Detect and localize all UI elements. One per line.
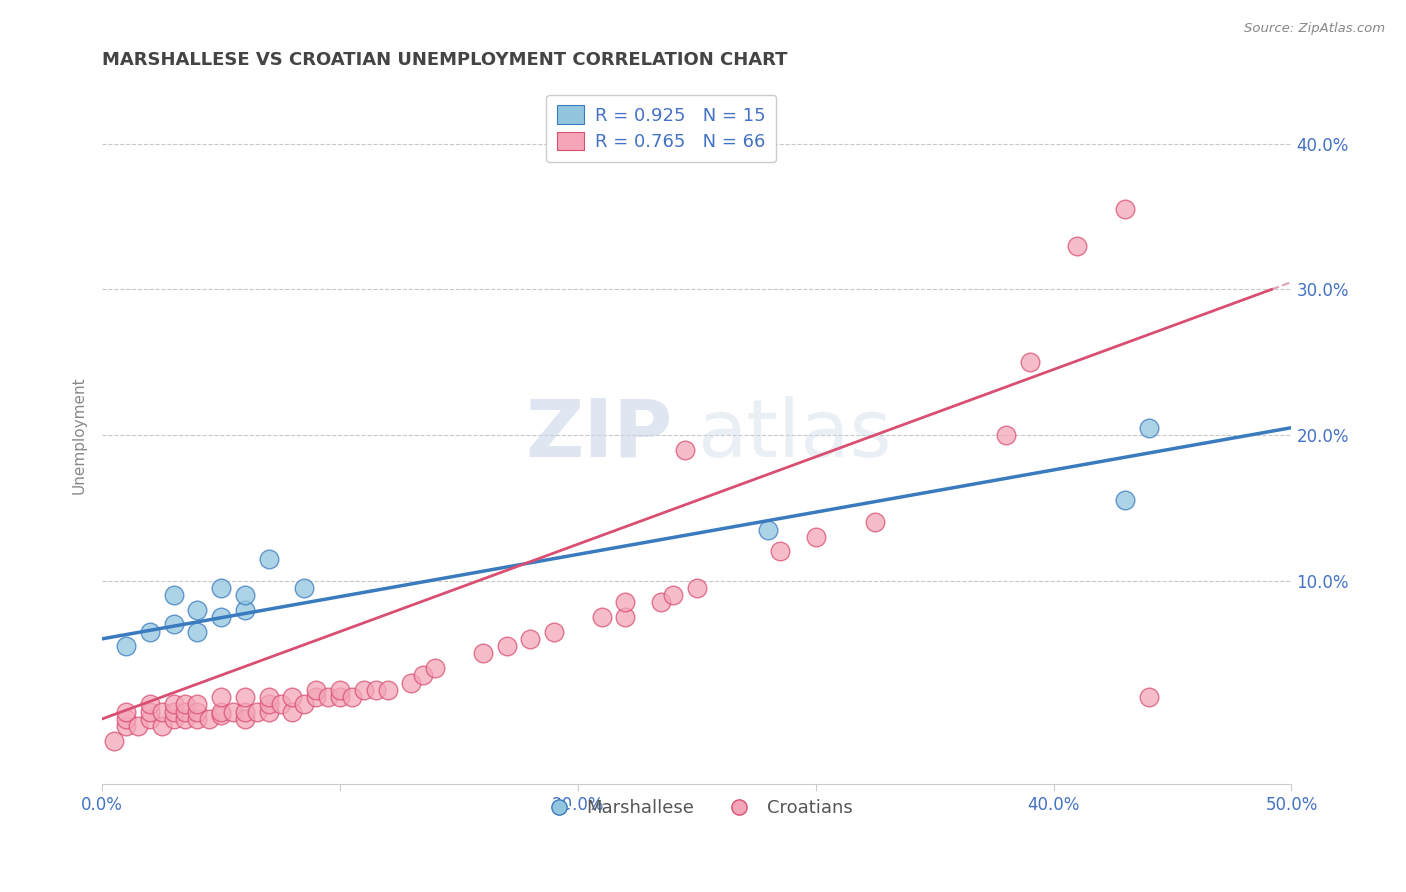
Point bbox=[591, 610, 613, 624]
Point bbox=[329, 682, 352, 697]
Y-axis label: Unemployment: Unemployment bbox=[72, 376, 86, 494]
Point bbox=[162, 588, 184, 602]
Point bbox=[673, 442, 696, 457]
Point bbox=[233, 588, 256, 602]
Point bbox=[150, 719, 173, 733]
Point bbox=[162, 712, 184, 726]
Point bbox=[257, 690, 280, 704]
Point bbox=[340, 690, 363, 704]
Point bbox=[115, 719, 138, 733]
Point bbox=[1114, 202, 1136, 217]
Point bbox=[305, 682, 328, 697]
Point bbox=[186, 698, 208, 712]
Point bbox=[222, 705, 245, 719]
Point bbox=[281, 690, 304, 704]
Point bbox=[662, 588, 685, 602]
Point bbox=[186, 712, 208, 726]
Point bbox=[471, 646, 494, 660]
Point bbox=[186, 603, 208, 617]
Point bbox=[270, 698, 292, 712]
Point bbox=[127, 719, 149, 733]
Point bbox=[305, 690, 328, 704]
Point bbox=[1018, 355, 1040, 369]
Point bbox=[103, 733, 125, 747]
Text: ZIP: ZIP bbox=[526, 396, 673, 474]
Point bbox=[686, 581, 709, 595]
Point bbox=[139, 624, 162, 639]
Point bbox=[246, 705, 269, 719]
Point bbox=[174, 705, 197, 719]
Point bbox=[1066, 238, 1088, 252]
Point bbox=[1137, 420, 1160, 434]
Point bbox=[756, 523, 779, 537]
Point bbox=[209, 707, 232, 722]
Point bbox=[233, 712, 256, 726]
Point bbox=[198, 712, 221, 726]
Text: Source: ZipAtlas.com: Source: ZipAtlas.com bbox=[1244, 22, 1385, 36]
Point bbox=[769, 544, 792, 558]
Point bbox=[209, 705, 232, 719]
Point bbox=[863, 516, 886, 530]
Point bbox=[1137, 690, 1160, 704]
Point bbox=[257, 705, 280, 719]
Point bbox=[174, 698, 197, 712]
Point bbox=[364, 682, 387, 697]
Point bbox=[150, 705, 173, 719]
Point bbox=[115, 705, 138, 719]
Point bbox=[233, 603, 256, 617]
Point bbox=[139, 712, 162, 726]
Point bbox=[995, 428, 1018, 442]
Point bbox=[257, 551, 280, 566]
Point bbox=[292, 698, 315, 712]
Point bbox=[316, 690, 339, 704]
Point bbox=[186, 705, 208, 719]
Point bbox=[401, 675, 423, 690]
Point bbox=[174, 712, 197, 726]
Point bbox=[162, 705, 184, 719]
Point bbox=[139, 698, 162, 712]
Point bbox=[139, 705, 162, 719]
Point bbox=[804, 530, 827, 544]
Text: MARSHALLESE VS CROATIAN UNEMPLOYMENT CORRELATION CHART: MARSHALLESE VS CROATIAN UNEMPLOYMENT COR… bbox=[103, 51, 787, 69]
Point bbox=[353, 682, 375, 697]
Point bbox=[209, 690, 232, 704]
Point bbox=[186, 624, 208, 639]
Legend: Marshallese, Croatians: Marshallese, Croatians bbox=[534, 792, 859, 824]
Point bbox=[377, 682, 399, 697]
Point bbox=[425, 661, 447, 675]
Point bbox=[209, 581, 232, 595]
Point bbox=[162, 698, 184, 712]
Text: atlas: atlas bbox=[697, 396, 891, 474]
Point bbox=[412, 668, 434, 682]
Point bbox=[162, 617, 184, 632]
Point bbox=[495, 639, 517, 653]
Point bbox=[1114, 493, 1136, 508]
Point bbox=[614, 595, 637, 609]
Point bbox=[329, 690, 352, 704]
Point bbox=[233, 705, 256, 719]
Point bbox=[614, 610, 637, 624]
Point bbox=[257, 698, 280, 712]
Point bbox=[233, 690, 256, 704]
Point bbox=[519, 632, 541, 646]
Point bbox=[115, 639, 138, 653]
Point bbox=[115, 712, 138, 726]
Point bbox=[209, 610, 232, 624]
Point bbox=[281, 705, 304, 719]
Point bbox=[292, 581, 315, 595]
Point bbox=[650, 595, 672, 609]
Point bbox=[543, 624, 565, 639]
